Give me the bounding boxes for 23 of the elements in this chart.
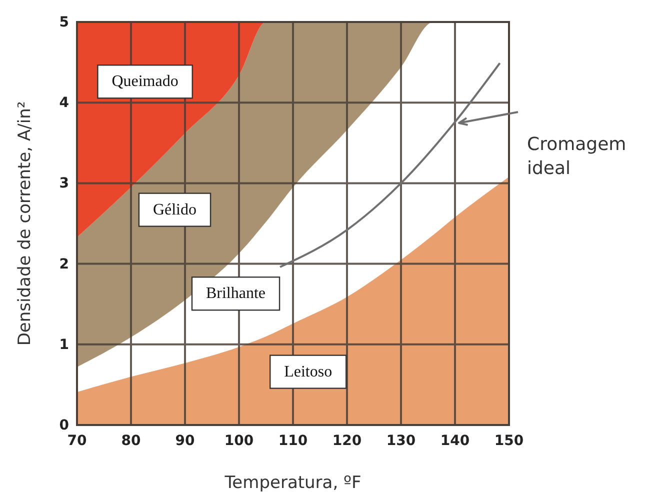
x-tick-label: 130: [386, 432, 416, 449]
y-tick-label: 5: [59, 14, 69, 30]
y-tick-label: 0: [59, 417, 70, 434]
y-tick-label: 4: [59, 95, 70, 112]
series-label: Leitoso: [284, 363, 332, 380]
x-tick-label: 90: [175, 432, 195, 449]
x-tick-label: 120: [332, 432, 362, 449]
y-tick-label: 1: [59, 336, 69, 353]
x-tick-label: 150: [494, 432, 524, 449]
x-tick-label: 100: [224, 432, 254, 449]
series-label: Queimado: [112, 73, 178, 90]
series-label: Brilhante: [206, 285, 266, 302]
x-axis-title: Temperatura, ºF: [224, 473, 362, 493]
x-tick-label: 80: [121, 432, 141, 449]
line-series: [279, 62, 501, 268]
x-tick-label: 140: [440, 432, 470, 449]
y-axis-title: Densidade de corrente, A/in²: [15, 101, 35, 346]
series-label: Gélido: [152, 201, 197, 218]
x-tick-label: 70: [67, 432, 87, 449]
y-tick-label: 3: [59, 176, 69, 192]
x-tick-label: 110: [278, 432, 308, 449]
text: Cromagem ideal: [527, 134, 626, 179]
y-tick-label: 2: [59, 256, 69, 272]
